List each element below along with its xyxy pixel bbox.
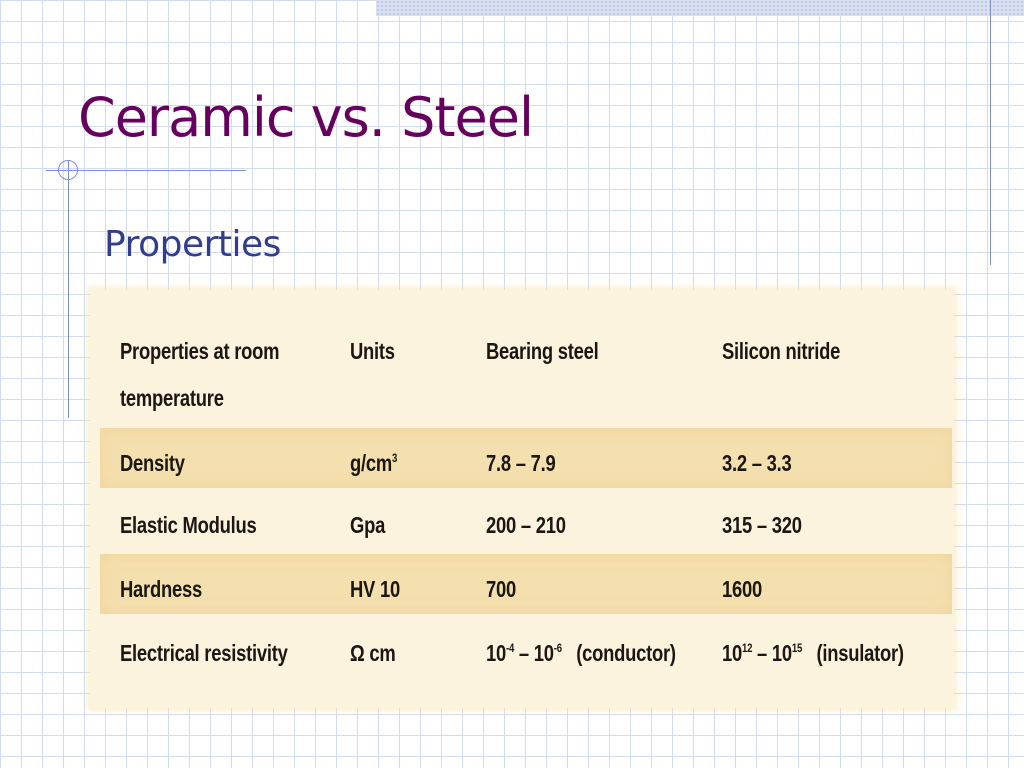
top-decorative-band — [376, 0, 1024, 16]
table-cell-ceramic: 315 – 320 — [722, 512, 802, 538]
table-cell-steel: 700 — [486, 576, 516, 602]
crosshair-circle-icon — [58, 160, 78, 180]
slide-title: Ceramic vs. Steel — [78, 86, 534, 149]
table-cell-ceramic: 1600 — [722, 576, 762, 602]
table-row-band — [100, 554, 952, 614]
table-cell-units: Ω cm — [350, 640, 396, 666]
table-cell-units: HV 10 — [350, 576, 400, 602]
title-underline — [46, 170, 246, 171]
left-decorative-line — [68, 160, 69, 418]
table-cell-steel: 10-4 – 10-6 (conductor) — [486, 640, 676, 666]
table-cell-property: Elastic Modulus — [120, 512, 257, 538]
header-property: Properties at room temperature — [120, 338, 280, 411]
table-cell-property: Electrical resistivity — [120, 640, 288, 666]
header-bearing-steel: Bearing steel — [486, 338, 599, 364]
table-cell-property: Density — [120, 450, 185, 476]
table-row-band — [100, 428, 952, 488]
table-cell-units: Gpa — [350, 512, 386, 538]
table-cell-ceramic: 3.2 – 3.3 — [722, 450, 792, 476]
table-cell-units: g/cm3 — [350, 450, 398, 476]
header-units: Units — [350, 338, 395, 364]
right-decorative-line — [990, 0, 991, 265]
table-cell-steel: 200 – 210 — [486, 512, 566, 538]
properties-table: Properties at room temperature Units Bea… — [90, 290, 954, 708]
header-silicon-nitride: Silicon nitride — [722, 338, 841, 364]
insulator-note: (insulator) — [816, 640, 905, 666]
table-cell-property: Hardness — [120, 576, 202, 602]
table-cell-steel: 7.8 – 7.9 — [486, 450, 556, 476]
conductor-note: (conductor) — [576, 640, 676, 666]
table-cell-ceramic: 1012 – 1015 (insulator) — [722, 640, 905, 666]
slide-subtitle: Properties — [104, 224, 281, 265]
